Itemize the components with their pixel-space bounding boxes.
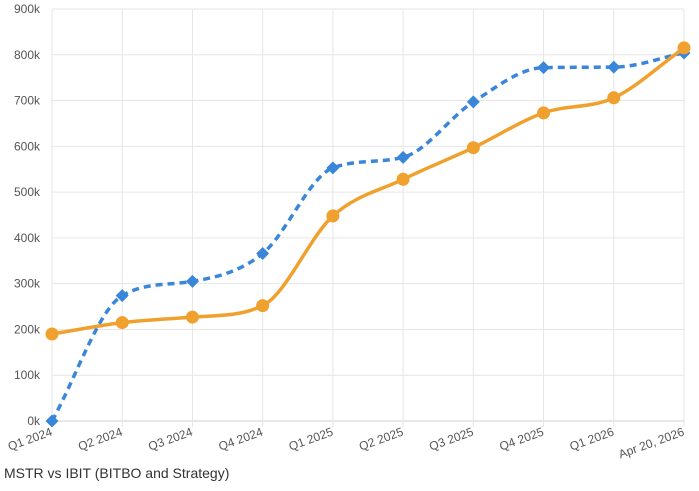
x-tick-label: Q2 2024 <box>76 425 124 454</box>
series-2-point <box>326 209 340 223</box>
series-2-point <box>256 299 270 313</box>
x-tick-label: Q1 2024 <box>6 425 54 454</box>
y-tick-label: 800k <box>14 48 41 62</box>
series-2-point <box>537 106 551 120</box>
y-tick-label: 200k <box>14 322 41 336</box>
series-1-point <box>115 289 129 303</box>
series-1-point <box>326 161 340 175</box>
x-tick-label: Q1 2026 <box>568 425 616 454</box>
y-tick-label: 100k <box>14 368 41 382</box>
series-2 <box>45 41 691 341</box>
series-1-point <box>466 95 480 109</box>
series-1 <box>45 46 691 428</box>
x-tick-label: Q3 2025 <box>427 425 475 454</box>
series-2-line <box>51 46 686 336</box>
y-axis-ticks: 0k 100k 200k 300k 400k 500k 600k 700k 800k 900k <box>14 2 41 428</box>
x-tick-label: Apr 20, 2026 <box>617 425 687 462</box>
y-tick-label: 300k <box>14 277 41 291</box>
series-1-point <box>45 414 59 428</box>
series-2-point <box>45 327 59 341</box>
y-tick-label: 700k <box>14 94 41 108</box>
series-layer <box>45 41 691 428</box>
series-1-point <box>256 246 270 260</box>
grid-layer <box>51 8 685 427</box>
x-tick-label: Q2 2025 <box>357 425 405 454</box>
y-tick-label: 900k <box>14 2 41 16</box>
series-2-point <box>677 41 691 55</box>
x-tick-label: Q1 2025 <box>287 425 335 454</box>
series-2-point <box>115 316 129 330</box>
x-tick-label: Q4 2024 <box>217 425 265 454</box>
y-tick-label: 400k <box>14 231 41 245</box>
series-2-point <box>185 310 199 324</box>
series-2-point <box>396 172 410 186</box>
x-tick-label: Q3 2024 <box>146 425 194 454</box>
series-1-point <box>185 274 199 288</box>
x-tick-label: Q4 2025 <box>498 425 546 454</box>
y-tick-label: 0k <box>27 414 41 428</box>
y-tick-label: 600k <box>14 139 41 153</box>
x-axis-ticks: Q1 2024 Q2 2024 Q3 2024 Q4 2024 Q1 2025 Q2 20… <box>6 425 686 462</box>
series-1-point <box>396 150 410 164</box>
series-1-line <box>50 51 685 422</box>
y-tick-label: 500k <box>14 185 41 199</box>
series-1-point <box>537 61 551 75</box>
series-2-point <box>607 91 621 105</box>
chart-caption: MSTR vs IBIT (BITBO and Strategy) <box>4 465 230 481</box>
series-2-point <box>466 141 480 155</box>
series-1-point <box>607 60 621 74</box>
